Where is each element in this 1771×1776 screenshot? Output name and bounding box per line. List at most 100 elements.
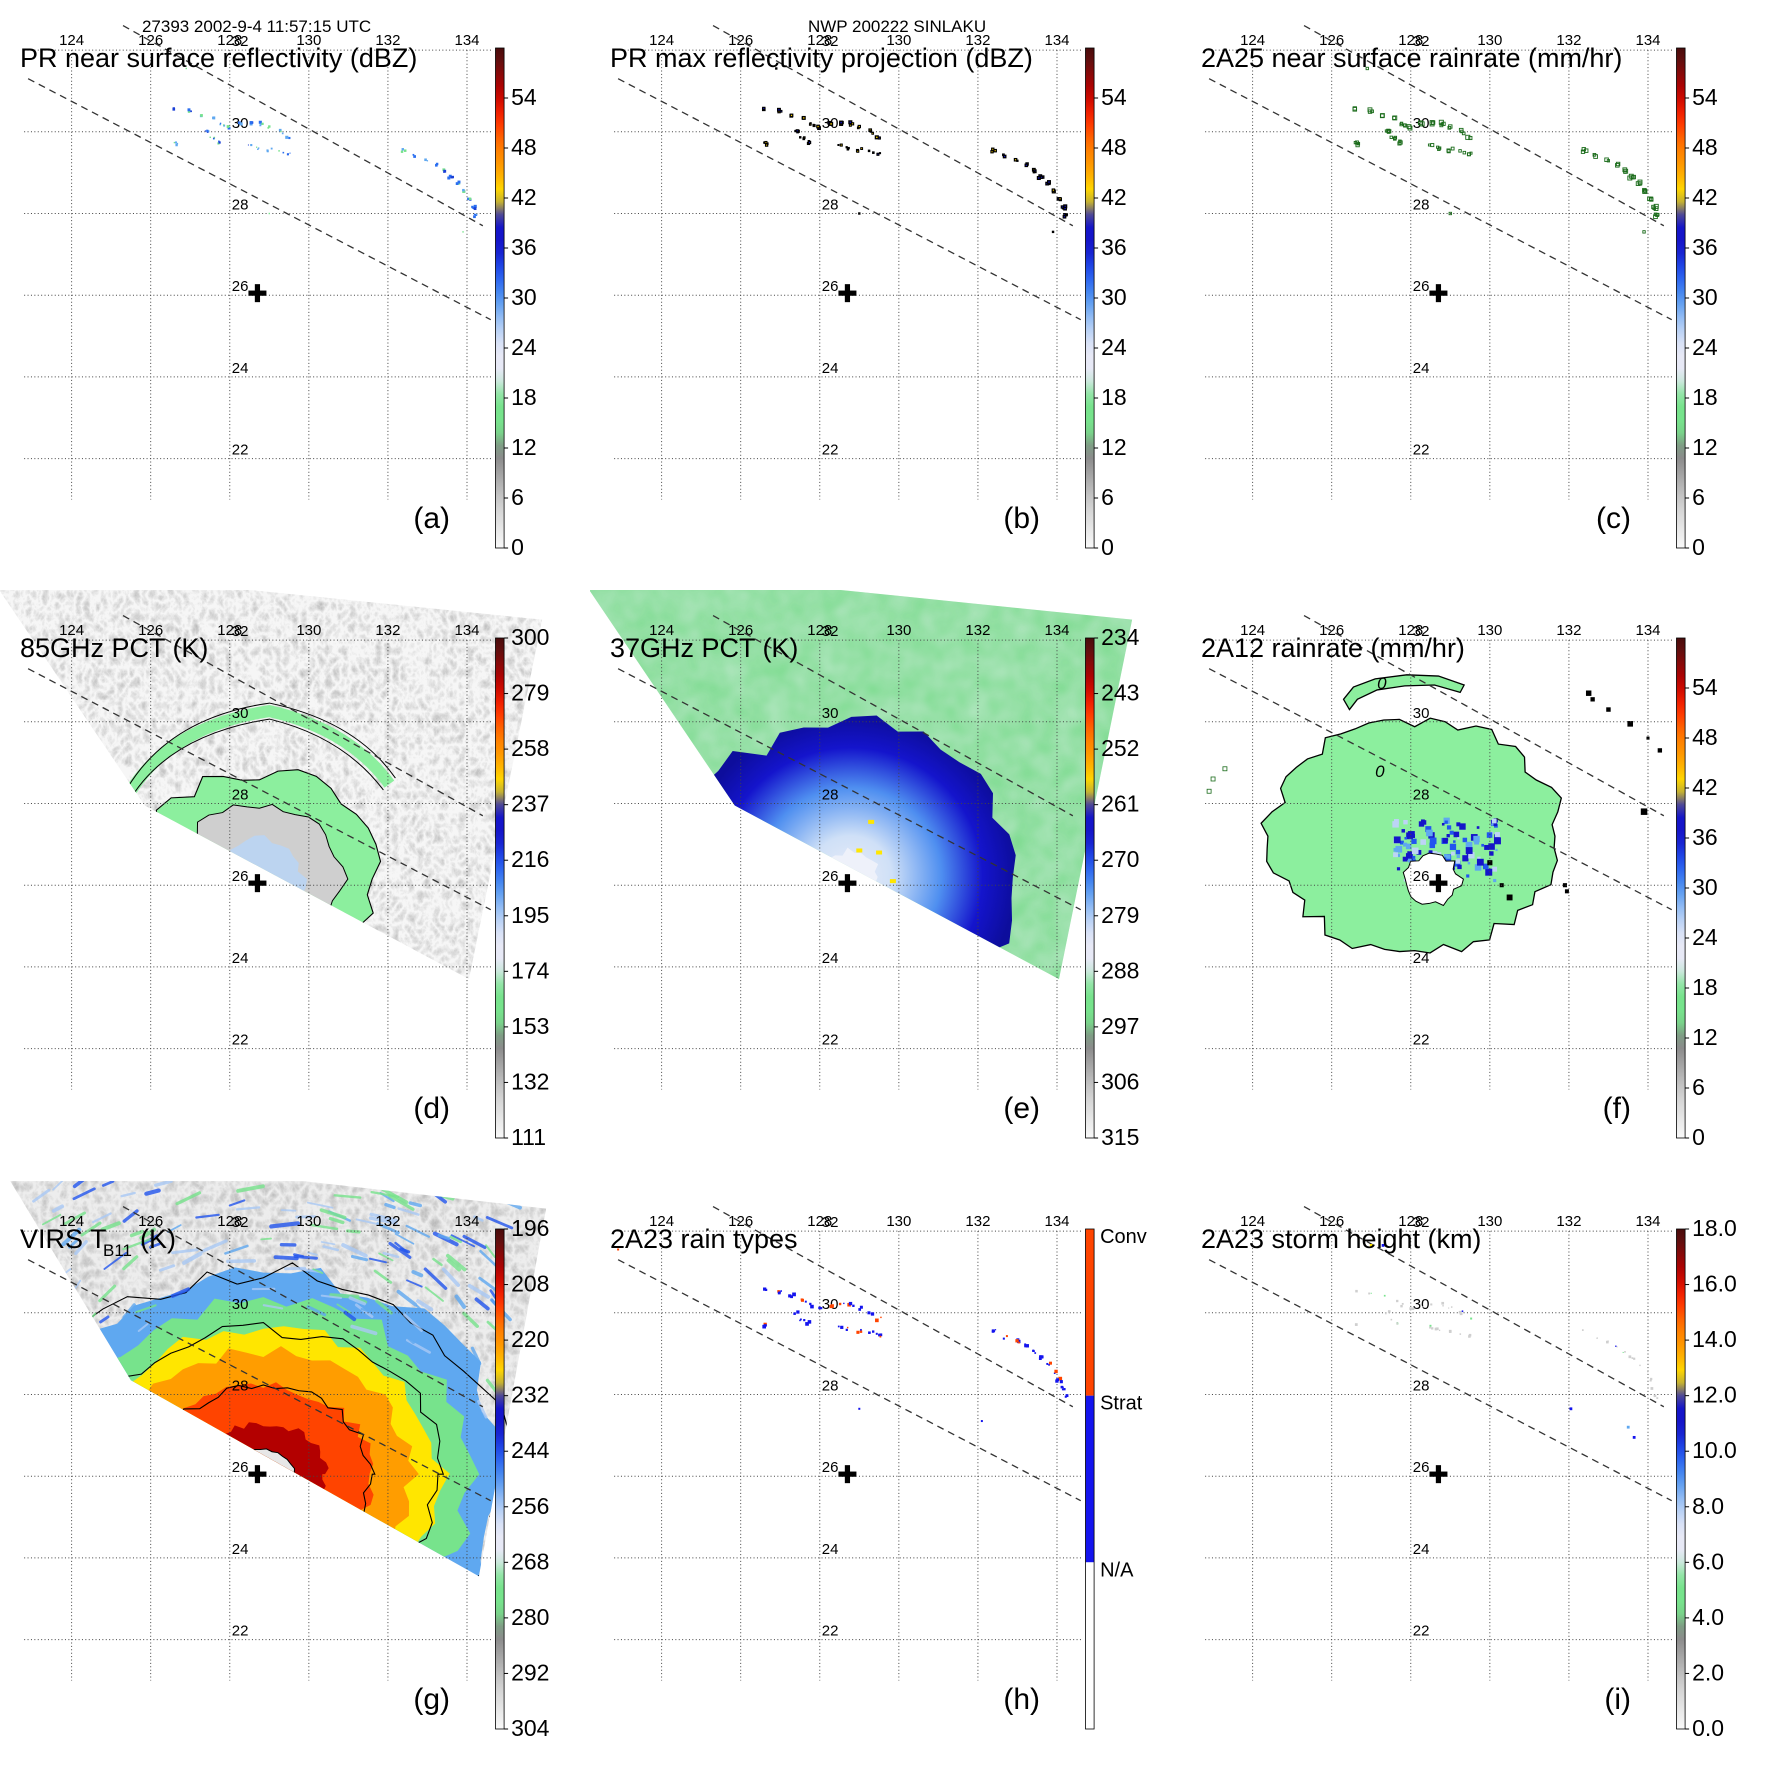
svg-text:VIRS T: VIRS T <box>20 1224 106 1254</box>
svg-text:0: 0 <box>1692 534 1705 560</box>
svg-text:16.0: 16.0 <box>1692 1270 1737 1296</box>
svg-text:18: 18 <box>1692 384 1718 410</box>
svg-text:30: 30 <box>822 1295 839 1312</box>
svg-text:132: 132 <box>966 1213 991 1230</box>
svg-text:B11: B11 <box>103 1241 132 1260</box>
svg-text:4.0: 4.0 <box>1692 1604 1724 1630</box>
svg-text:2.0: 2.0 <box>1692 1659 1724 1685</box>
svg-text:42: 42 <box>1692 184 1718 210</box>
svg-text:244: 244 <box>511 1437 550 1463</box>
svg-text:48: 48 <box>1692 134 1718 160</box>
svg-text:28: 28 <box>1412 1377 1429 1394</box>
svg-text:0: 0 <box>511 534 524 560</box>
svg-text:6.0: 6.0 <box>1692 1548 1724 1574</box>
svg-text:(h): (h) <box>1004 1683 1041 1716</box>
svg-text:12.0: 12.0 <box>1692 1381 1737 1407</box>
svg-text:28: 28 <box>822 787 839 804</box>
svg-text:28: 28 <box>1412 787 1429 804</box>
svg-text:134: 134 <box>1045 32 1070 49</box>
svg-text:24: 24 <box>511 334 537 360</box>
svg-text:134: 134 <box>454 622 479 639</box>
svg-text:28: 28 <box>822 1377 839 1394</box>
svg-text:279: 279 <box>511 680 549 706</box>
svg-text:48: 48 <box>511 134 537 160</box>
svg-text:132: 132 <box>511 1069 549 1095</box>
svg-text:22: 22 <box>1412 1032 1429 1049</box>
svg-text:12: 12 <box>1692 434 1718 460</box>
svg-text:28: 28 <box>822 196 839 213</box>
svg-text:8.0: 8.0 <box>1692 1492 1724 1518</box>
svg-text:30: 30 <box>1692 874 1718 900</box>
svg-text:(a): (a) <box>413 502 450 535</box>
svg-text:0: 0 <box>1101 534 1114 560</box>
svg-text:288: 288 <box>1101 958 1139 984</box>
svg-text:42: 42 <box>1692 774 1718 800</box>
svg-text:10.0: 10.0 <box>1692 1437 1737 1463</box>
svg-text:26: 26 <box>822 1459 839 1476</box>
svg-text:26: 26 <box>822 869 839 886</box>
svg-text:196: 196 <box>511 1215 549 1241</box>
svg-text:30: 30 <box>1101 284 1127 310</box>
svg-text:24: 24 <box>1412 360 1429 377</box>
svg-text:153: 153 <box>511 1013 549 1039</box>
svg-text:24: 24 <box>822 1541 839 1558</box>
svg-text:261: 261 <box>1101 791 1139 817</box>
svg-text:22: 22 <box>1412 1622 1429 1639</box>
svg-text:22: 22 <box>822 1032 839 1049</box>
svg-text:42: 42 <box>511 184 537 210</box>
svg-text:18: 18 <box>511 384 537 410</box>
svg-text:32: 32 <box>232 1214 249 1231</box>
svg-text:134: 134 <box>1635 1213 1660 1230</box>
svg-text:28: 28 <box>232 787 249 804</box>
svg-text:22: 22 <box>232 1622 249 1639</box>
svg-text:24: 24 <box>1412 950 1429 967</box>
svg-text:300: 300 <box>511 624 549 650</box>
svg-text:6: 6 <box>1101 484 1114 510</box>
svg-text:12: 12 <box>1101 434 1127 460</box>
svg-text:0: 0 <box>1692 1124 1705 1150</box>
svg-text:111: 111 <box>511 1124 546 1150</box>
svg-text:24: 24 <box>1692 334 1718 360</box>
svg-text:24: 24 <box>232 950 249 967</box>
svg-text:48: 48 <box>1692 724 1718 750</box>
svg-text:30: 30 <box>1412 705 1429 722</box>
svg-text:22: 22 <box>822 442 839 459</box>
svg-text:N/A: N/A <box>1100 1559 1134 1581</box>
svg-text:243: 243 <box>1101 680 1139 706</box>
svg-text:22: 22 <box>1412 442 1429 459</box>
svg-text:2A23 rain types: 2A23 rain types <box>610 1224 798 1254</box>
svg-text:30: 30 <box>232 705 249 722</box>
svg-text:24: 24 <box>1101 334 1127 360</box>
svg-text:32: 32 <box>822 623 839 640</box>
svg-text:132: 132 <box>966 622 991 639</box>
svg-text:54: 54 <box>1101 84 1127 110</box>
svg-text:237: 237 <box>511 791 549 817</box>
svg-text:12: 12 <box>1692 1024 1718 1050</box>
svg-text:132: 132 <box>375 1213 400 1230</box>
svg-text:132: 132 <box>375 622 400 639</box>
svg-text:18.0: 18.0 <box>1692 1215 1737 1241</box>
svg-text:2A25 near surface rainrate (mm: 2A25 near surface rainrate (mm/hr) <box>1201 43 1622 73</box>
svg-text:(c): (c) <box>1596 502 1631 535</box>
svg-text:NWP 200222 SINLAKU: NWP 200222 SINLAKU <box>808 17 986 36</box>
svg-text:24: 24 <box>1412 1541 1429 1558</box>
svg-text:0: 0 <box>1375 762 1385 781</box>
svg-text:26: 26 <box>232 1459 249 1476</box>
svg-text:256: 256 <box>511 1492 549 1518</box>
svg-text:130: 130 <box>296 622 321 639</box>
svg-text:24: 24 <box>1692 924 1718 950</box>
svg-text:54: 54 <box>511 84 537 110</box>
svg-text:130: 130 <box>887 622 912 639</box>
svg-text:195: 195 <box>511 902 549 928</box>
svg-text:0.0: 0.0 <box>1692 1715 1724 1741</box>
svg-text:134: 134 <box>1635 622 1660 639</box>
svg-text:252: 252 <box>1101 735 1139 761</box>
svg-text:26: 26 <box>1412 278 1429 295</box>
svg-text:PR near surface reflectivity (: PR near surface reflectivity (dBZ) <box>20 43 417 73</box>
svg-text:132: 132 <box>1556 622 1581 639</box>
svg-text:30: 30 <box>822 705 839 722</box>
svg-text:26: 26 <box>822 278 839 295</box>
svg-text:36: 36 <box>511 234 537 260</box>
svg-text:(i): (i) <box>1604 1683 1631 1716</box>
svg-text:216: 216 <box>511 847 549 873</box>
